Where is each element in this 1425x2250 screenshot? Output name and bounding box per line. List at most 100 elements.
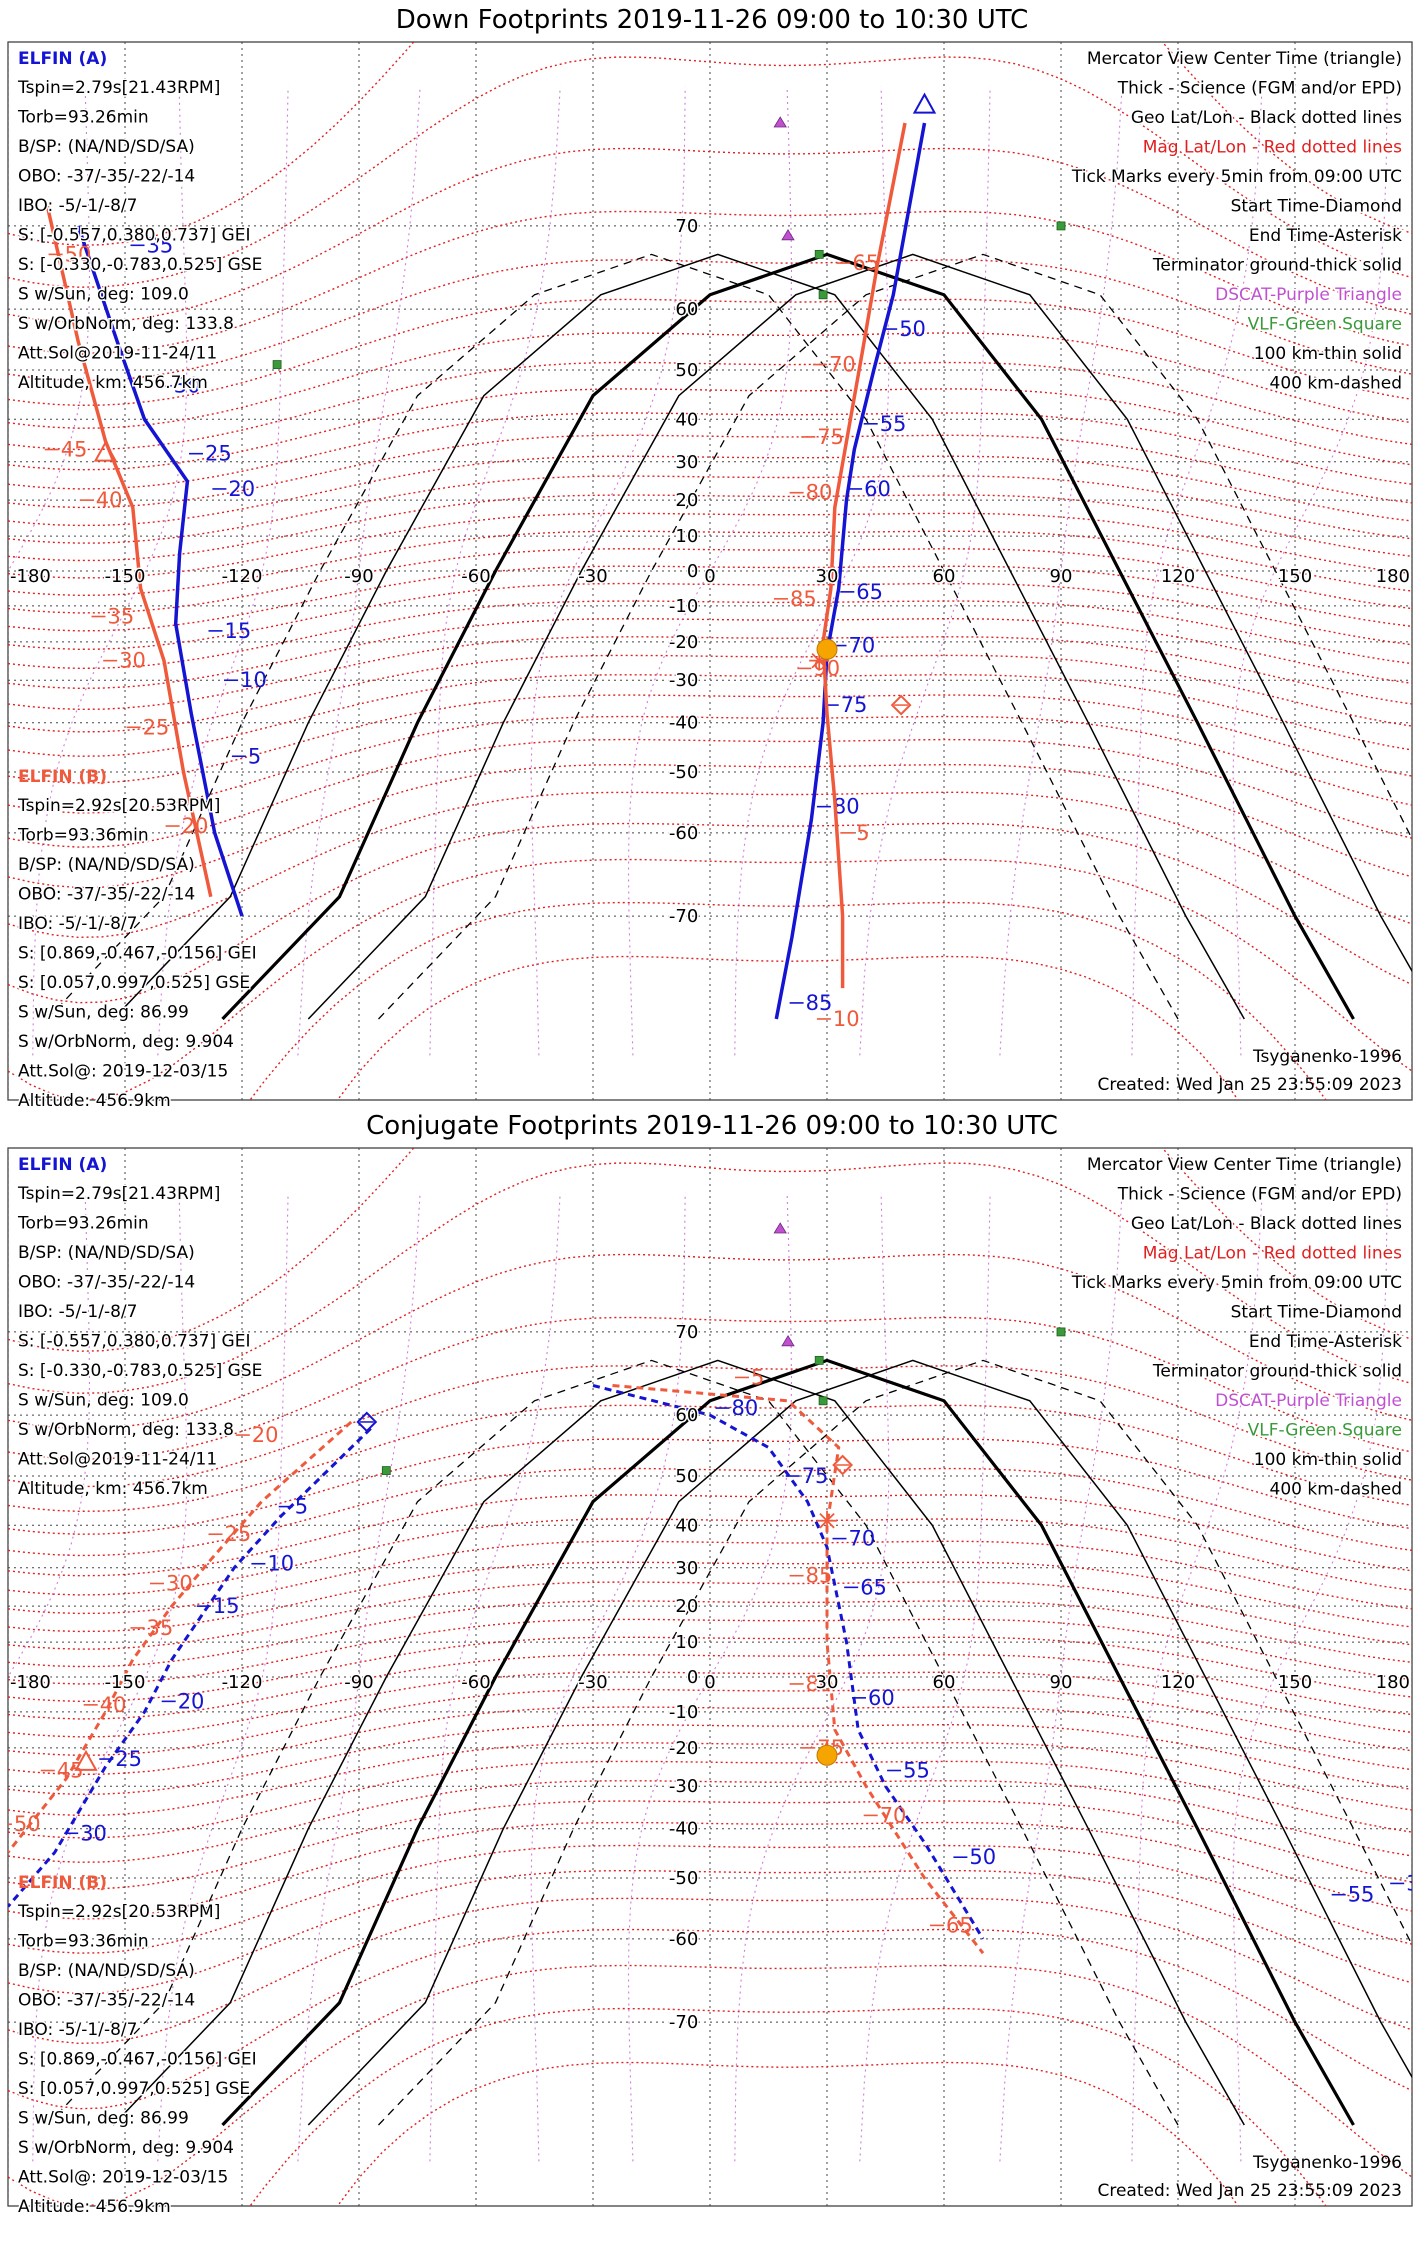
start-time-diamond [356,1411,378,1433]
mag-parallel [8,1438,1412,1535]
mag-parallel [249,2007,1327,2206]
track-tick-label: 25 [143,715,170,739]
elfin-a-info-line: IBO: -5/-1/-8/7 [18,196,137,216]
elfin-a-info-line: OBO: -37/-35/-22/-14 [18,1273,195,1293]
subsolar-point [816,638,838,660]
elfin-b-info-line: S: [0.869,-0.467,-0.156] GEI [18,2050,257,2070]
track-tick-label: 50 [969,1845,996,1869]
legend-item: 100 km-thin solid [1254,1450,1402,1470]
lat-tick-label: -70 [669,906,698,927]
elfin-b-info-line: S w/Sun, deg: 86.99 [18,1003,189,1023]
lon-tick-label: -30 [578,1672,607,1693]
lon-tick-label: -90 [344,1672,373,1693]
elfin-a-header: ELFIN (A) [18,49,107,69]
mag-parallel [336,955,1240,1100]
lat-tick-label: -30 [669,1776,698,1797]
track-tick-label: 10 [240,668,267,692]
track-tick-label: 70 [880,1803,907,1827]
mag-parallel [8,548,1412,614]
map-content: 8075706560555058580757065510152025305535… [8,1148,1412,2206]
mag-meridian [1131,1192,1263,2162]
elfin-a-header: ELFIN (A) [18,1155,107,1175]
mag-meridian [859,1192,991,2162]
center-time-triangle [74,1749,98,1771]
lon-tick-label: 180 [1376,566,1410,587]
mag-meridian [999,86,1123,1056]
start-time-diamond [832,1454,854,1476]
mag-parallel [8,1636,1412,1703]
lon-tick-label: -60 [461,1672,490,1693]
track-tick-label: 70 [849,634,876,658]
terminator-100km [112,253,1245,1020]
mag-meridian [297,1192,421,2162]
mag-parallel [8,617,1412,690]
vlf-square [814,1355,824,1365]
mag-meridian [530,1192,686,2162]
map-content: 5055606570758085657075808590510353025201… [8,42,1412,1100]
lon-tick-label: 30 [816,566,839,587]
elfin-a-info-line: Altitude, km: 456.7km [18,1479,208,1499]
mag-meridian [32,1192,188,2162]
lon-tick-label: 0 [704,566,715,587]
track-line [8,1427,372,1908]
mag-meridian [627,86,793,1056]
mag-parallel [8,1870,1412,1995]
track-tick-label: 60 [868,1686,895,1710]
elfin-b-info-line: Att.Sol@: 2019-12-03/15 [18,1062,228,1082]
track-tick-label: 40 [96,488,123,512]
mag-parallel [8,1253,1412,1430]
mag-parallel [8,1964,1412,2206]
lon-tick-label: 60 [933,1672,956,1693]
terminator-400km [46,1359,1179,2126]
mag-parallel [8,1800,1412,1890]
lat-tick-label: -20 [669,1738,698,1759]
lat-tick-label: 30 [675,1558,698,1579]
mag-meridian [157,1192,289,2162]
panel-conjugate: Conjugate Footprints 2019-11-26 09:00 to… [7,1111,1413,2219]
lat-tick-label: 60 [675,299,698,320]
track-tick-label: 20 [252,1423,279,1447]
lon-tick-label: 0 [704,1672,715,1693]
track-tick-label: 80 [806,481,833,505]
mag-parallel [8,494,1412,562]
track-line [76,225,244,917]
model-label: Tsyganenko-1996 [1252,2153,1402,2173]
start-time-diamond [890,694,912,716]
mag-parallel [8,694,1412,784]
terminator-100km [112,1359,1245,2126]
lon-tick-label: 150 [1278,566,1312,587]
track-tick-label: 80 [806,1672,833,1696]
mag-meridian [429,86,561,1056]
mag-parallel [8,1928,1412,2110]
mag-parallel [8,388,1412,471]
mag-parallel [8,764,1412,889]
lat-tick-label: -10 [669,1702,698,1723]
lat-tick-label: 70 [675,1322,698,1343]
track-tick-label: 35 [108,605,135,629]
elfin-b-info-line: S: [0.057,0.997,0.525] GSE [18,2079,250,2099]
mag-parallel [8,822,1412,1004]
track-tick-label: 30 [119,649,146,673]
lon-tick-label: -150 [105,1672,146,1693]
elfin-b-header: ELFIN (B) [18,767,107,787]
dscat-triangle [773,116,787,128]
vlf-square [272,360,282,369]
mag-parallel [8,1162,1412,1394]
lat-tick-label: -40 [669,1819,698,1840]
track-tick-label: 65 [946,1913,973,1937]
track-elfin-a: 80 75 70 65 60 55 50 [592,1384,996,1940]
mag-meridian [429,1192,561,2162]
created-timestamp: Created: Wed Jan 25 23:55:09 2023 [1097,2181,1402,2201]
elfin-a-info-line: B/SP: (NA/ND/SD/SA) [18,1243,195,1263]
vlf-square [818,1396,828,1406]
legend-item: Mercator View Center Time (triangle) [1087,49,1402,69]
vlf-square [814,249,824,259]
mag-parallel [8,858,1412,1100]
elfin-b-info-line: S w/Sun, deg: 86.99 [18,2109,189,2129]
vlf-square [1056,221,1066,231]
track-tick-label: 5 [295,1495,308,1519]
elfin-b-info-line: Altitude: 456.9km [18,2197,171,2217]
elfin-b-info-line: Altitude: 456.9km [18,1091,171,1111]
lat-tick-label: -60 [669,1929,698,1950]
